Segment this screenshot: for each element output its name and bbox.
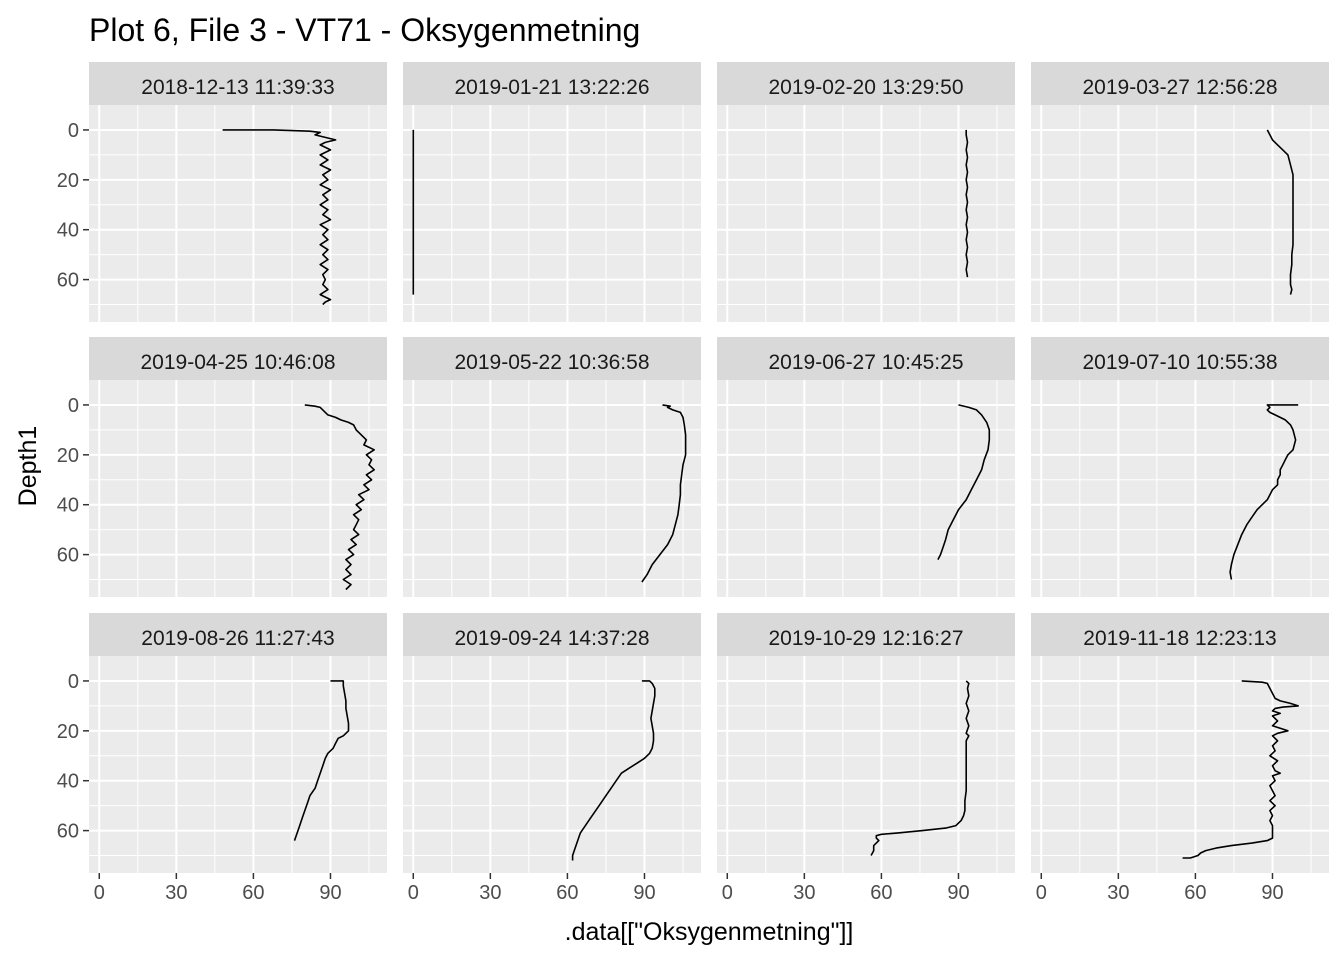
x-tick-label: 60 [556, 882, 578, 904]
facet-strip [89, 613, 387, 656]
x-tick-label: 30 [793, 882, 815, 904]
facet-strip-label: 2019-02-20 13:29:50 [769, 76, 964, 99]
x-tick-label: 90 [1261, 882, 1283, 904]
oxygen-profile-line [937, 404, 991, 560]
x-tick-label: 0 [94, 882, 105, 904]
y-tick-label: 20 [57, 170, 79, 192]
plot-background [717, 656, 1015, 873]
oxygen-profile-line [293, 680, 350, 841]
facet-strip-label: 2019-08-26 11:27:43 [141, 627, 334, 650]
facet-panel: 2019-11-18 12:23:13 0 30 60 90 [1031, 613, 1329, 904]
facet-panel: 2019-10-29 12:16:27 0 30 60 90 [717, 613, 1015, 904]
facet-panel: 2019-06-27 10:45:25 [717, 337, 1015, 597]
facet-panel: 2019-05-22 10:36:58 [403, 337, 701, 597]
y-axis-title: Depth1 [14, 426, 42, 507]
facet-strip-label: 2019-06-27 10:45:25 [769, 351, 964, 374]
x-tick-label: 90 [319, 882, 341, 904]
oxygen-profile-line [304, 404, 375, 591]
oxygen-profile-line [1229, 404, 1299, 580]
plot-background [717, 380, 1015, 597]
x-tick-label: 60 [1184, 882, 1206, 904]
oxygen-profile-line [870, 680, 970, 856]
x-tick-label: 90 [947, 882, 969, 904]
x-tick-label: 30 [479, 882, 501, 904]
facet-panels: 2018-12-13 11:39:33 0 20 40 60 2019-01-21 13:… [57, 62, 1329, 904]
facet-strip-label: 2019-01-21 13:22:26 [455, 76, 650, 99]
plot-background [1031, 105, 1329, 322]
y-tick-label: 40 [57, 220, 79, 242]
facet-strip-label: 2019-07-10 10:55:38 [1083, 351, 1278, 374]
x-tick-label: 0 [1036, 882, 1047, 904]
facet-panel: 2019-09-24 14:37:28 0 30 60 90 [403, 613, 701, 904]
facet-strip-label: 2019-11-18 12:23:13 [1083, 627, 1276, 650]
facet-panel: 2019-07-10 10:55:38 [1031, 337, 1329, 597]
y-tick-label: 60 [57, 821, 79, 843]
y-tick-label: 40 [57, 771, 79, 793]
plot-background [1031, 656, 1329, 873]
y-tick-label: 0 [68, 671, 79, 693]
chart-title: Plot 6, File 3 - VT71 - Oksygenmetning [89, 12, 640, 48]
facet-panel: 2019-01-21 13:22:26 [403, 62, 701, 322]
x-tick-label: 30 [1107, 882, 1129, 904]
y-tick-label: 20 [57, 445, 79, 467]
x-tick-label: 60 [870, 882, 892, 904]
plot-background [89, 656, 387, 873]
facet-strip [403, 613, 701, 656]
facet-strip-label: 2019-09-24 14:37:28 [455, 627, 650, 650]
facet-strip-label: 2019-03-27 12:56:28 [1083, 76, 1278, 99]
facet-panel: 2019-02-20 13:29:50 [717, 62, 1015, 322]
plot-background [89, 380, 387, 597]
plot-background [1031, 380, 1329, 597]
facet-panel: 2019-03-27 12:56:28 [1031, 62, 1329, 322]
facet-strip-label: 2019-04-25 10:46:08 [141, 351, 336, 374]
plot-background [89, 105, 387, 322]
facet-strip [717, 62, 1015, 105]
oxygen-profile-line [222, 129, 337, 306]
y-tick-label: 60 [57, 545, 79, 567]
facet-panel: 2019-08-26 11:27:43 0 20 40 60 0 30 60 90 [57, 613, 387, 904]
facet-strip [89, 337, 387, 380]
plot-background [403, 656, 701, 873]
x-tick-label: 30 [165, 882, 187, 904]
facet-strip-label: 2019-10-29 12:16:27 [769, 627, 964, 650]
x-tick-label: 90 [633, 882, 655, 904]
plot-background [403, 105, 701, 322]
oxygen-profile-line [1266, 129, 1294, 295]
facet-strip [717, 613, 1015, 656]
y-tick-label: 0 [68, 120, 79, 142]
oxygen-profile-line [641, 404, 687, 583]
plot-background [403, 380, 701, 597]
facet-strip [403, 62, 701, 105]
x-tick-label: 60 [242, 882, 264, 904]
x-tick-label: 0 [722, 882, 733, 904]
facet-strip [1031, 613, 1329, 656]
facet-panel: 2019-04-25 10:46:08 0 20 40 60 [57, 337, 387, 597]
facet-strip-label: 2018-12-13 11:39:33 [141, 76, 334, 99]
facet-panel: 2018-12-13 11:39:33 0 20 40 60 [57, 62, 387, 322]
facet-strip [403, 337, 701, 380]
x-tick-label: 0 [408, 882, 419, 904]
y-tick-label: 60 [57, 270, 79, 292]
x-axis-title: .data[["Oksygenmetning"]] [565, 918, 854, 946]
facet-strip-label: 2019-05-22 10:36:58 [455, 351, 650, 374]
oxygen-profile-line [1182, 680, 1299, 859]
facet-strip [89, 62, 387, 105]
plot-background [717, 105, 1015, 322]
y-tick-label: 40 [57, 495, 79, 517]
facet-strip [717, 337, 1015, 380]
facet-strip [1031, 337, 1329, 380]
y-tick-label: 0 [68, 395, 79, 417]
facet-strip [1031, 62, 1329, 105]
oxygen-profile-line [965, 129, 969, 278]
oxygen-profile-line [571, 680, 656, 861]
y-tick-label: 20 [57, 721, 79, 743]
